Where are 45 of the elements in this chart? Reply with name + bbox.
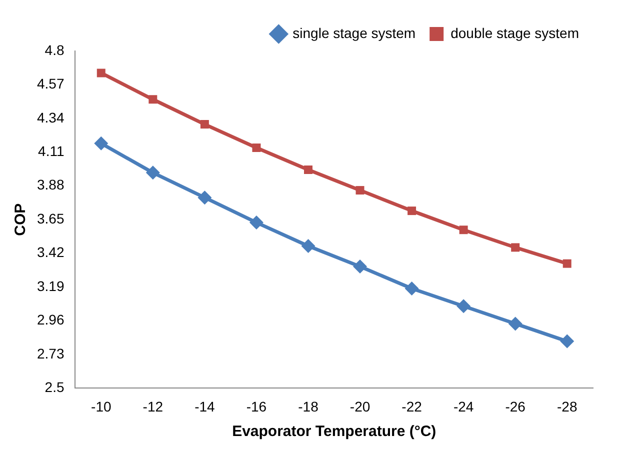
y-tick-label: 4.34 [37, 109, 64, 126]
y-tick-label: 3.65 [37, 210, 64, 226]
x-tick-label: -22 [402, 398, 422, 414]
point [304, 166, 312, 174]
point [508, 316, 522, 331]
x-tick-label: -28 [556, 398, 578, 414]
x-tick-label: -18 [298, 398, 319, 414]
point [301, 238, 316, 253]
y-tick-label: 2.73 [37, 345, 64, 362]
point [404, 282, 419, 296]
point [408, 206, 416, 216]
x-tick-label: -20 [350, 398, 370, 414]
point [252, 144, 261, 152]
x-tick-label: -14 [194, 398, 216, 414]
y-tick-label: 3.88 [37, 176, 64, 193]
legend-label: double stage system [450, 24, 579, 41]
point [96, 68, 106, 78]
y-tick-label: 2.5 [44, 379, 64, 396]
point [356, 186, 364, 195]
point [198, 190, 212, 205]
x-tick-label: -24 [453, 398, 474, 414]
y-tick-label: 3.42 [37, 244, 64, 260]
x-tick-label: -26 [505, 398, 526, 414]
y-tick-label: 2.96 [37, 312, 64, 328]
point [146, 166, 160, 180]
y-tick-label: 4.8 [44, 42, 64, 58]
y-axis-title: COP [12, 203, 30, 236]
y-tick-label: 3.19 [37, 278, 64, 294]
point [560, 334, 574, 348]
point [459, 226, 468, 234]
point [148, 95, 158, 104]
y-tick-label: 4.11 [38, 143, 64, 160]
x-tick-label: -16 [246, 398, 267, 414]
point [94, 136, 108, 150]
point [511, 243, 520, 252]
y-tick-label: 4.57 [37, 76, 64, 92]
point [353, 260, 368, 274]
x-axis-title: Evaporator Temperature (°C) [232, 423, 436, 440]
legend-label: single stage system [292, 24, 416, 41]
point [249, 216, 264, 230]
x-tick-label: -10 [91, 398, 112, 414]
point [456, 299, 471, 314]
point [562, 259, 572, 268]
x-tick-label: -12 [142, 398, 164, 414]
point [200, 120, 209, 129]
